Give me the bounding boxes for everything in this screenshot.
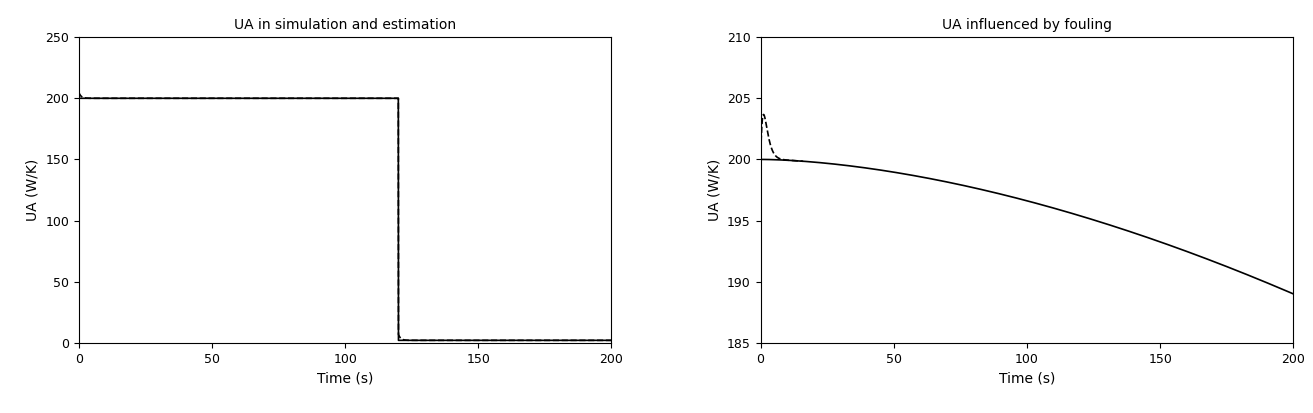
X-axis label: Time (s): Time (s)	[999, 371, 1056, 385]
Title: UA in simulation and estimation: UA in simulation and estimation	[234, 18, 456, 32]
Y-axis label: UA (W/K): UA (W/K)	[26, 159, 39, 221]
Title: UA influenced by fouling: UA influenced by fouling	[941, 18, 1112, 32]
X-axis label: Time (s): Time (s)	[316, 371, 373, 385]
Y-axis label: UA (W/K): UA (W/K)	[708, 159, 721, 221]
